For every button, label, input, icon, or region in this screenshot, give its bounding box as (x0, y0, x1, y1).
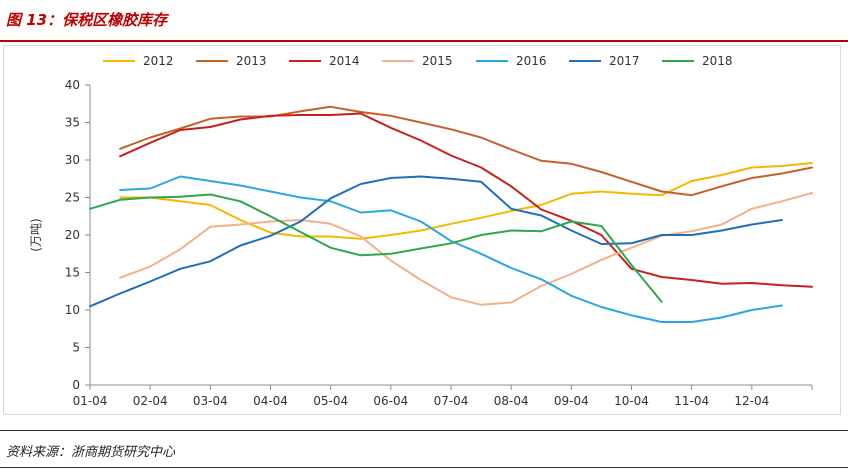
title-bar: 图 13：保税区橡胶库存 (0, 0, 848, 42)
x-tick-label: 10-04 (614, 394, 649, 408)
series-line-2013 (119, 105, 813, 197)
legend-label-2016: 2016 (516, 54, 547, 68)
source-note: 资料来源：浙商期货研究中心 (6, 445, 176, 460)
x-tick-label: 08-04 (494, 394, 529, 408)
title-divider (0, 40, 848, 42)
x-tick-label: 06-04 (373, 394, 408, 408)
line-chart: 0 5 10 15 20 25 30 35 40 01-04 02-04 03-04 04-04 05-0… (29, 54, 813, 408)
series-line-2017 (89, 175, 783, 308)
x-tick-label: 03-04 (193, 394, 228, 408)
x-tick-label: 07-04 (434, 394, 469, 408)
x-tick-label: 02-04 (133, 394, 168, 408)
y-tick-label: 5 (72, 341, 80, 355)
bottom-divider (0, 467, 848, 468)
x-tick-label: 05-04 (313, 394, 348, 408)
series-line-2014 (119, 112, 813, 288)
legend-label-2015: 2015 (422, 54, 453, 68)
series-line-2015 (119, 192, 813, 306)
x-tick-label: 11-04 (674, 394, 709, 408)
legend-label-2017: 2017 (609, 54, 640, 68)
y-tick-label: 35 (65, 116, 80, 130)
legend-label-2014: 2014 (329, 54, 360, 68)
x-tick-label: 09-04 (554, 394, 589, 408)
series-line-2012 (119, 162, 813, 240)
y-tick-label: 30 (65, 153, 80, 167)
series-line-2016 (119, 175, 783, 323)
x-tick-label: 12-04 (734, 394, 769, 408)
page-title: 图 13：保税区橡胶库存 (6, 11, 168, 29)
x-tick-label: 01-04 (73, 394, 108, 408)
y-tick-label: 40 (65, 78, 80, 92)
x-tick-label: 04-04 (253, 394, 288, 408)
y-tick-label: 0 (72, 378, 80, 392)
source-divider (0, 430, 848, 431)
legend-label-2013: 2013 (236, 54, 267, 68)
y-axis-label: (万吨) (29, 218, 43, 251)
legend-label-2012: 2012 (143, 54, 174, 68)
y-tick-label: 10 (65, 303, 80, 317)
y-tick-label: 15 (65, 266, 80, 280)
y-tick-label: 20 (65, 228, 80, 242)
series-line-2018 (89, 193, 663, 303)
legend-label-2018: 2018 (702, 54, 733, 68)
y-tick-label: 25 (65, 191, 80, 205)
